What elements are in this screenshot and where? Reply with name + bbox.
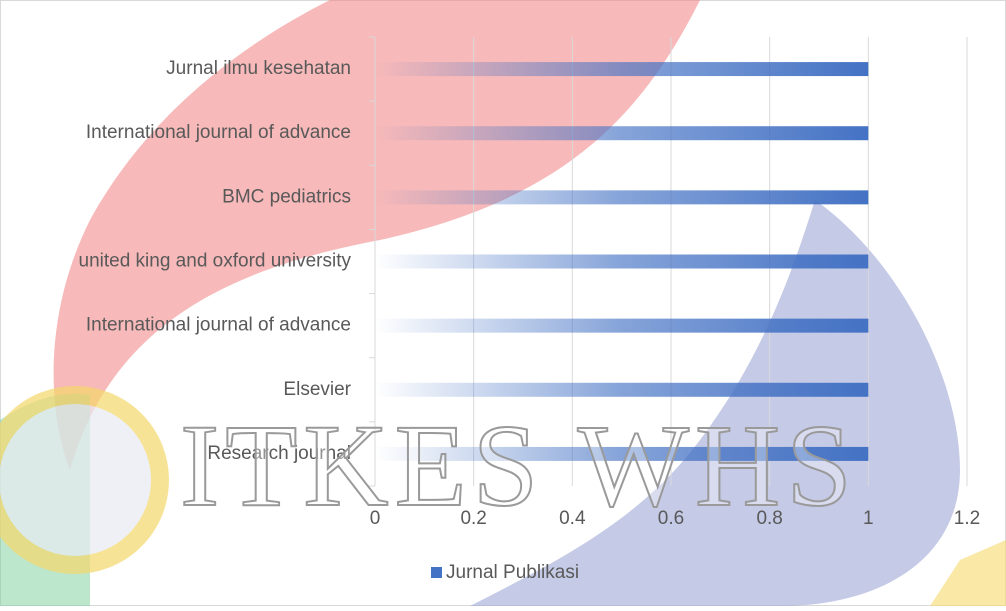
watermark-text: ITKES WHS (180, 400, 858, 531)
legend-label: Jurnal Publikasi (446, 562, 579, 583)
bar (375, 383, 868, 397)
bar (375, 126, 868, 140)
y-tick-label: united king and oxford university (79, 251, 352, 272)
y-tick-label: International journal of advance (86, 122, 351, 143)
legend-swatch (431, 567, 442, 578)
legend: Jurnal Publikasi (431, 562, 579, 583)
bar (375, 255, 868, 269)
y-tick-label: Jurnal ilmu kesehatan (166, 58, 351, 79)
y-tick-label: International journal of advance (86, 315, 351, 336)
bar (375, 62, 868, 76)
chart: 00.20.40.60.811.2Jurnal ilmu kesehatanIn… (0, 0, 1006, 606)
y-tick-label: Elsevier (283, 379, 351, 400)
bar (375, 190, 868, 204)
bar (375, 319, 868, 333)
y-tick-label: BMC pediatrics (222, 186, 351, 207)
watermark-globe (0, 395, 160, 565)
x-tick-label: 1.2 (954, 508, 980, 529)
x-tick-label: 1 (863, 508, 874, 529)
